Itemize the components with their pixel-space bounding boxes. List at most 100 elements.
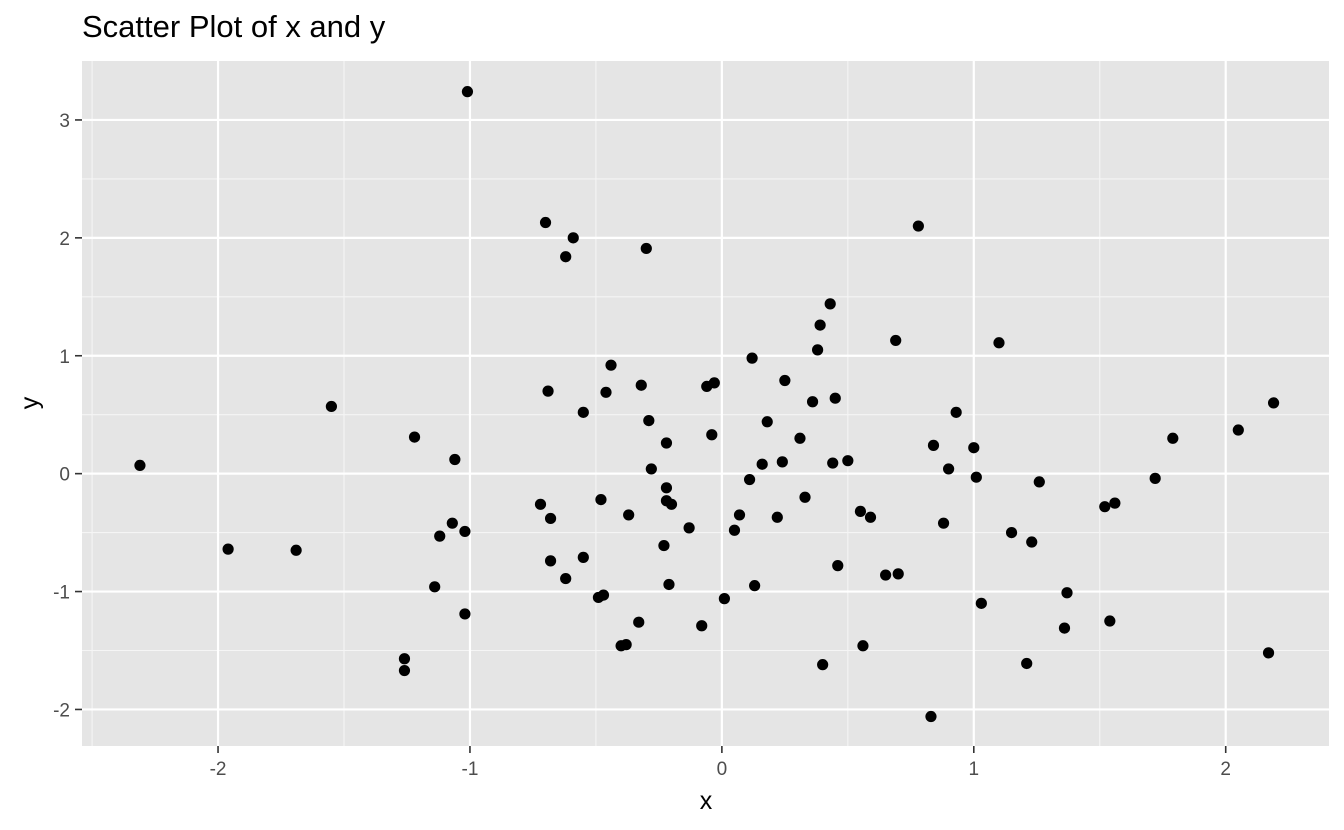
data-point [461,86,474,98]
data-points [134,86,1280,723]
data-point [222,543,234,555]
data-point [605,359,617,371]
data-point [640,242,652,255]
data-point [665,498,678,510]
data-point [542,385,554,397]
data-point [937,517,950,529]
y-tick-label: 0 [59,465,70,486]
x-tick-label: -2 [210,759,227,780]
data-point [880,569,892,581]
data-point [1167,432,1179,444]
data-point [718,593,730,605]
data-point [756,458,768,470]
data-point [1149,472,1161,484]
data-point [290,544,302,556]
data-point [683,522,695,534]
data-point [806,396,819,408]
data-point [459,525,471,538]
data-point [696,620,708,632]
data-point [824,298,836,310]
x-tick-label: -1 [462,759,479,780]
data-point [1033,476,1045,488]
data-point [706,429,718,441]
data-point [728,524,741,536]
data-point [446,517,458,529]
data-point [623,509,635,521]
data-point [1061,587,1073,599]
data-point [633,616,645,628]
data-point [560,251,572,263]
data-point [832,560,844,572]
data-point [408,431,421,443]
data-point [1058,622,1071,634]
data-point [842,455,854,467]
y-tick-label: 3 [59,111,70,132]
data-point [398,653,411,665]
data-point [539,216,552,229]
data-point [925,710,937,723]
data-point [1104,615,1116,627]
data-point [1021,657,1033,670]
x-tick-label: 1 [969,759,980,780]
data-point [449,453,461,466]
data-point [927,439,940,451]
data-point [814,319,826,331]
data-point [912,220,924,232]
data-point [799,491,811,503]
data-point [761,416,773,428]
data-point [429,581,441,593]
data-point [325,400,337,413]
major-gridlines [82,61,1329,746]
data-point [827,457,839,469]
data-point [597,589,610,601]
data-point [134,459,146,471]
data-point [890,334,902,347]
data-point [776,456,788,468]
data-point [577,551,589,563]
data-point [794,432,806,444]
data-point [620,639,632,651]
x-tick-label: 0 [717,759,728,780]
plot-panel [82,61,1329,746]
data-point [398,664,411,677]
data-point [743,473,756,486]
data-point [658,539,670,552]
y-tick-label: 1 [59,347,70,368]
data-point [733,509,746,521]
data-point [970,471,982,483]
data-point [892,568,904,580]
data-point [950,406,962,418]
data-point [544,512,557,525]
data-point [1267,397,1280,409]
data-point [857,640,869,652]
minor-gridlines [82,61,1329,746]
data-point [663,578,675,591]
data-point [817,659,829,671]
data-point [1232,424,1244,436]
data-point [708,377,720,389]
data-point [560,572,572,585]
data-point [643,414,655,427]
data-point [534,498,547,510]
data-point [1026,536,1038,548]
data-point [975,597,987,609]
data-point [577,406,589,418]
x-axis: -2 -1 0 1 2 [210,746,1231,780]
data-point [1109,497,1121,509]
data-point [567,232,579,244]
data-point [746,352,758,364]
data-point [645,463,657,475]
data-point [660,437,673,449]
data-point [635,379,647,391]
data-point [544,555,557,567]
chart-title: Scatter Plot of x and y [82,9,386,44]
data-point [993,337,1005,349]
data-point [1099,501,1111,513]
y-axis-label: y [16,396,44,409]
data-point [943,463,955,475]
y-tick-label: -1 [53,583,70,604]
data-point [812,344,824,356]
x-tick-label: 2 [1220,759,1231,780]
data-point [968,442,980,454]
